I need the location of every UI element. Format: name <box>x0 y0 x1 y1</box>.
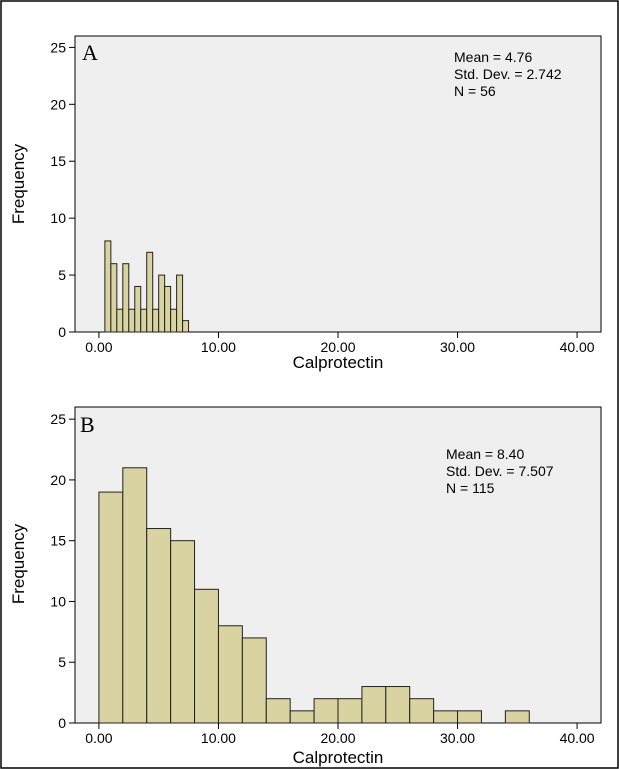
bar-b-13 <box>385 686 411 724</box>
x-axis-a: 0.00 10.00 20.00 30.00 40.00 <box>85 332 595 355</box>
bar-a-4 <box>122 263 130 333</box>
y-tick-label-b-15: 15 <box>50 533 66 549</box>
stats-n-a: N = 56 <box>454 83 496 99</box>
bar-b-2 <box>122 467 148 724</box>
bar-b-18 <box>504 710 530 724</box>
bar-b-4 <box>170 540 196 724</box>
y-tick-label-a-0: 0 <box>58 324 66 340</box>
stats-n-b: N = 115 <box>446 480 495 496</box>
stats-std-dev-b: Std. Dev. = 7.507 <box>446 463 554 479</box>
stats-mean-a: Mean = 4.76 <box>454 49 532 65</box>
stats-std-dev-a: Std. Dev. = 2.742 <box>454 66 562 82</box>
bar-b-12 <box>361 686 387 724</box>
bar-a-9 <box>152 308 160 333</box>
bar-a-14 <box>182 320 190 333</box>
bar-a-5 <box>128 308 136 333</box>
bar-b-10 <box>313 698 339 724</box>
bar-a-12 <box>170 308 178 333</box>
bar-a-13 <box>176 274 184 333</box>
bar-a-1 <box>104 240 112 333</box>
bar-a-7 <box>140 308 148 333</box>
bar-b-9 <box>289 710 315 724</box>
panel-label-b: B <box>80 412 95 437</box>
bars-a <box>104 240 190 333</box>
bar-a-6 <box>134 285 142 333</box>
y-tick-label-b-5: 5 <box>58 654 66 670</box>
bar-b-5 <box>194 588 219 724</box>
x-tick-label-b-30: 30.00 <box>440 730 475 746</box>
stats-mean-b: Mean = 8.40 <box>446 446 524 462</box>
x-tick-label-a-30: 30.00 <box>440 339 475 355</box>
x-tick-label-a-40: 40.00 <box>560 339 595 355</box>
x-tick-label-a-20: 20.00 <box>320 339 355 355</box>
y-tick-label-a-10: 10 <box>50 210 66 226</box>
bar-b-7 <box>241 637 267 724</box>
bar-b-11 <box>337 698 363 724</box>
histogram-panel-a: A Mean = 4.76 Std. Dev. = 2.742 N = 56 0… <box>9 35 602 372</box>
y-tick-label-a-5: 5 <box>58 267 66 283</box>
bar-a-10 <box>158 274 166 333</box>
bar-b-3 <box>146 528 172 724</box>
x-axis-b: 0.00 10.00 20.00 30.00 40.00 <box>85 723 595 746</box>
bar-b-8 <box>265 698 291 724</box>
y-tick-label-a-20: 20 <box>50 96 66 112</box>
bar-b-6 <box>217 625 243 724</box>
x-tick-label-a-0: 0.00 <box>85 339 112 355</box>
histogram-panel-b: B Mean = 8.40 Std. Dev. = 7.507 N = 115 … <box>9 406 602 767</box>
x-tick-label-b-40: 40.00 <box>560 730 595 746</box>
y-tick-label-b-0: 0 <box>58 715 66 731</box>
bars-b <box>98 467 530 724</box>
bar-b-16 <box>457 710 482 724</box>
x-tick-label-a-10: 10.00 <box>201 339 236 355</box>
x-tick-label-b-0: 0.00 <box>85 730 112 746</box>
y-tick-label-b-25: 25 <box>50 411 66 427</box>
y-tick-label-a-25: 25 <box>50 39 66 55</box>
bar-a-2 <box>110 263 118 333</box>
x-tick-label-b-20: 20.00 <box>320 730 355 746</box>
bar-a-3 <box>116 308 124 333</box>
panel-label-a: A <box>82 40 98 65</box>
y-axis-title-a: Frequency <box>9 143 28 224</box>
y-axis-b: 0 5 10 15 20 25 <box>50 411 75 731</box>
y-tick-label-a-15: 15 <box>50 153 66 169</box>
x-axis-title-b: Calprotectin <box>293 748 384 767</box>
y-tick-label-b-20: 20 <box>50 472 66 488</box>
y-axis-title-b: Frequency <box>9 523 28 604</box>
bar-b-1 <box>98 491 124 724</box>
bar-a-8 <box>146 251 154 333</box>
bar-b-15 <box>433 710 459 724</box>
y-tick-label-b-10: 10 <box>50 593 66 609</box>
x-tick-label-b-10: 10.00 <box>201 730 236 746</box>
bar-a-11 <box>164 285 172 333</box>
bar-b-14 <box>409 698 435 724</box>
y-axis-a: 0 5 10 15 20 25 <box>50 39 75 340</box>
x-axis-title-a: Calprotectin <box>293 353 384 372</box>
